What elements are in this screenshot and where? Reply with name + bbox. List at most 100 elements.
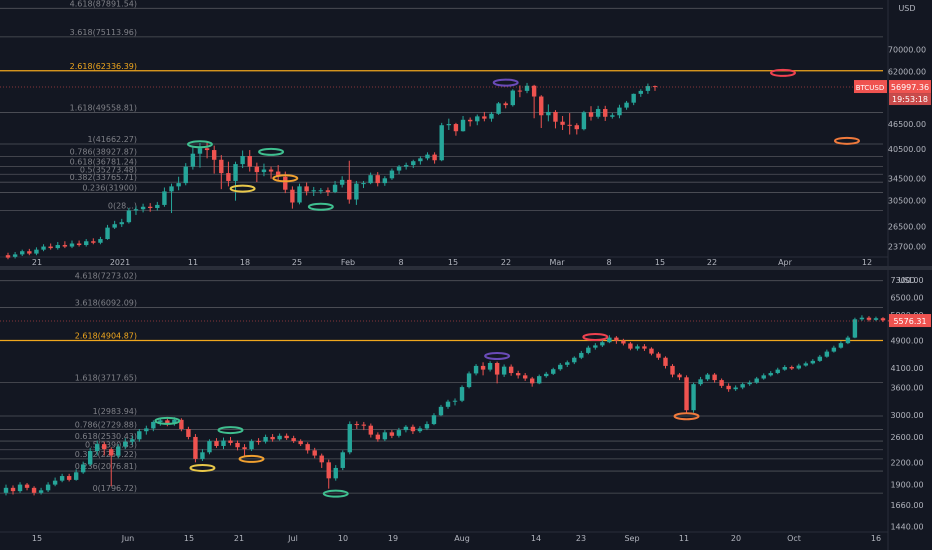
x-tick-label: Oct (787, 534, 801, 543)
candle-body (66, 476, 72, 480)
fib-level-label: 0.618(36781.24) (70, 158, 137, 167)
candle-body (38, 490, 44, 493)
annotation-scribble (322, 489, 349, 498)
candle-body (446, 124, 452, 126)
candle-body (347, 424, 352, 453)
last-price-tag (889, 314, 931, 328)
y-tick-label: 70000.00 (888, 46, 926, 55)
candle-body (116, 446, 121, 456)
last-price-label: 5576.31 (893, 317, 926, 326)
candle-body (319, 455, 324, 463)
candle-body (197, 148, 203, 154)
candle-body (240, 156, 245, 165)
candle-body (782, 367, 787, 370)
candle-body (144, 428, 149, 432)
fib-level-label: 1(2983.94) (93, 407, 137, 416)
candle-body (775, 369, 780, 374)
candle-body (624, 102, 629, 108)
candle-body (560, 121, 565, 125)
candle-body (305, 444, 310, 451)
annotation-scribble (229, 184, 256, 193)
candle-body (162, 191, 167, 205)
candle-body (24, 484, 30, 488)
y-unit-label: USD (898, 276, 915, 285)
candle-body (69, 243, 75, 247)
candle-body (283, 176, 288, 190)
x-tick-label: 21 (234, 534, 244, 543)
candle-body (558, 364, 563, 370)
candle-body (410, 426, 416, 432)
candle-body (98, 239, 103, 243)
x-tick-label: 15 (655, 258, 665, 267)
candle-body (789, 367, 794, 369)
candle-body (635, 346, 640, 349)
candle-body (207, 441, 212, 453)
candle-body (517, 90, 523, 92)
candle-body (593, 345, 598, 348)
candle-body (368, 425, 374, 435)
candle-body (467, 119, 473, 122)
candle-body (803, 363, 809, 366)
y-tick-label: 6500.00 (890, 294, 923, 303)
candle-body (510, 90, 516, 106)
candle-body (859, 317, 865, 320)
y-tick-label: 1660.00 (890, 501, 923, 510)
y-tick-label: 34500.00 (888, 174, 926, 183)
fib-level-label: 1.618(49558.81) (70, 103, 137, 112)
candle-body (268, 169, 274, 172)
x-tick-label: 2021 (110, 258, 130, 267)
candle-body (438, 406, 444, 416)
candle-body (247, 156, 252, 167)
y-tick-label: 3600.00 (890, 384, 923, 393)
candle-body (508, 366, 514, 374)
candle-body (123, 441, 128, 447)
x-tick-label: 21 (32, 258, 42, 267)
fib-level-label: 0.5(2390.33) (85, 441, 137, 450)
candle-body (347, 179, 352, 200)
x-tick-label: 23 (576, 534, 586, 543)
fib-level-label: 0.236(31900) (82, 184, 137, 193)
candle-body (417, 428, 423, 432)
candle-body (494, 363, 500, 375)
candle-body (332, 184, 338, 192)
fib-level-label: 0.382(2250.22) (75, 450, 137, 459)
candle-body (165, 420, 170, 424)
y-tick-label: 26500.00 (888, 222, 926, 231)
y-tick-label: 62000.00 (888, 68, 926, 77)
candle-body (130, 439, 135, 442)
annotation-scribble (272, 174, 299, 183)
candle-body (553, 111, 558, 122)
candle-body (80, 464, 86, 473)
candle-body (574, 125, 579, 130)
candle-body (544, 373, 549, 377)
fib-level-label: 1.618(3717.65) (75, 374, 137, 383)
x-tick-label: 15 (448, 258, 458, 267)
candle-body (403, 426, 409, 431)
candle-body (389, 432, 395, 436)
candle-body (275, 171, 281, 177)
candle-body (137, 431, 142, 440)
candle-body (242, 447, 247, 450)
annotation-scribble (186, 140, 213, 149)
candle-body (261, 169, 267, 173)
candle-body (761, 375, 766, 379)
candle-body (642, 346, 647, 349)
y-tick-label: 1900.00 (890, 481, 923, 490)
candle-body (567, 124, 572, 126)
candle-body (102, 444, 107, 450)
candle-body (531, 85, 537, 97)
candle-body (656, 353, 661, 358)
candle-body (84, 241, 89, 246)
candle-body (219, 159, 224, 174)
candle-body (186, 428, 191, 437)
y-tick-label: 4900.00 (890, 337, 923, 346)
candle-body (169, 186, 174, 192)
candle-body (712, 374, 717, 381)
fib-level-label: 0(1796.72) (93, 484, 137, 493)
candle-body (270, 436, 275, 440)
x-tick-label: Sep (624, 534, 639, 543)
candle-body (27, 251, 32, 254)
y-tick-label: 1440.00 (890, 523, 923, 532)
x-tick-label: 22 (707, 258, 717, 267)
